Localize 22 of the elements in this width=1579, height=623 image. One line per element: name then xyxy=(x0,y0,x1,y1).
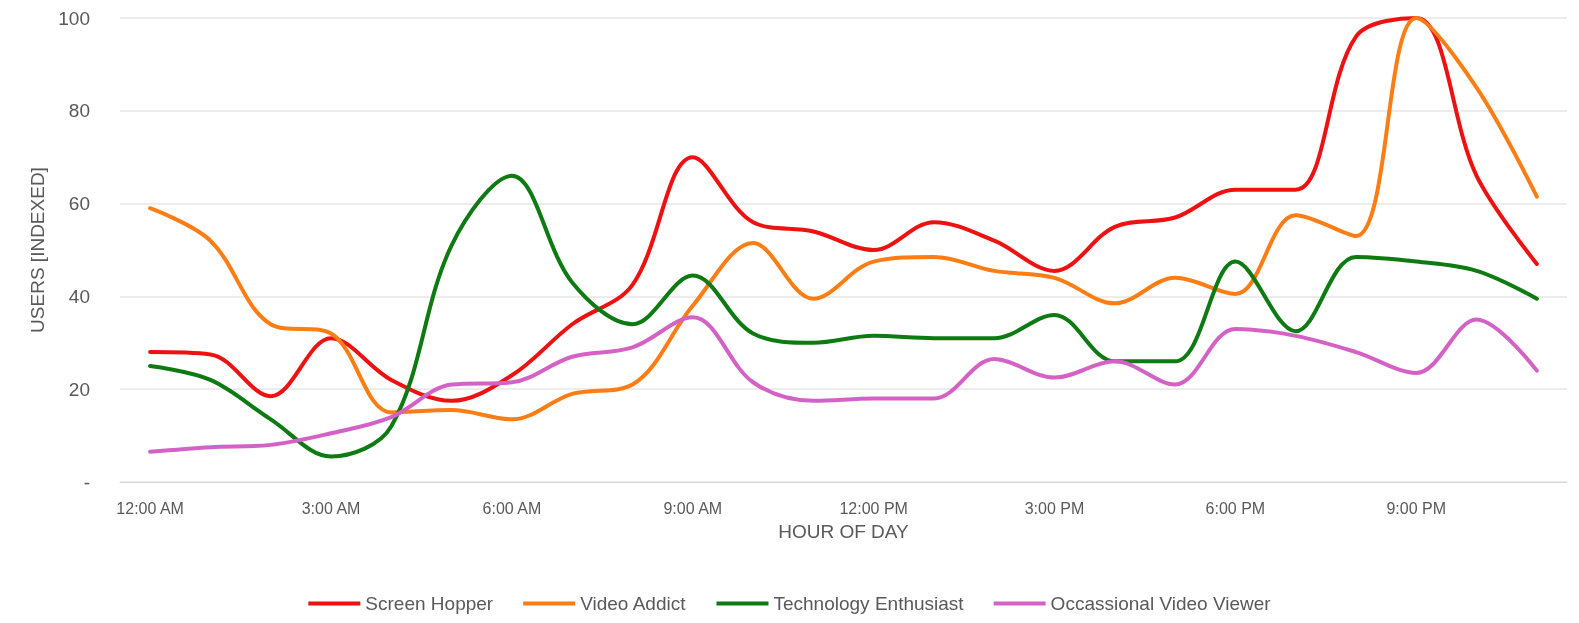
legend-label: Video Addict xyxy=(580,593,687,614)
legend-label: Occassional Video Viewer xyxy=(1050,593,1272,614)
x-tick-label: 12:00 PM xyxy=(839,499,908,517)
y-tick-label: 20 xyxy=(68,378,90,400)
y-tick-label: 80 xyxy=(68,100,90,122)
x-tick-label: 6:00 PM xyxy=(1205,499,1266,517)
y-axis-title: USERS [INDEXED] xyxy=(27,167,49,333)
line-series xyxy=(148,315,1539,454)
y-tick-label: 40 xyxy=(68,285,90,307)
x-tick-label: 9:00 AM xyxy=(663,499,723,517)
y-tick-label: - xyxy=(83,471,90,493)
legend-label: Screen Hopper xyxy=(365,593,494,614)
x-tick-label: 6:00 AM xyxy=(482,499,542,517)
x-axis-title: HOUR OF DAY xyxy=(778,521,910,542)
y-tick-label: 60 xyxy=(68,193,90,215)
y-tick-label: 100 xyxy=(58,7,90,29)
x-tick-label: 3:00 PM xyxy=(1024,499,1085,517)
x-tick-label: 9:00 PM xyxy=(1386,499,1447,517)
x-tick-label: 3:00 AM xyxy=(301,499,361,517)
x-tick-label: 12:00 AM xyxy=(116,499,184,517)
line-series xyxy=(148,173,1539,459)
legend-label: Technology Enthusiast xyxy=(773,593,965,614)
